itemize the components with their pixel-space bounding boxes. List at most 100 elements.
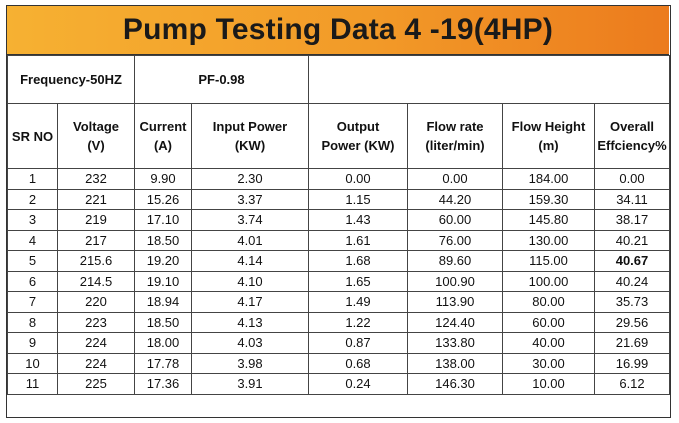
cell-flow-rate: 113.90 bbox=[407, 291, 503, 313]
cell-voltage: 219 bbox=[57, 209, 135, 231]
table-row: 9 224 18.00 4.03 0.87 133.80 40.00 21.69 bbox=[7, 332, 670, 354]
cell-current: 19.10 bbox=[134, 270, 192, 292]
cell-efficiency: 21.69 bbox=[594, 332, 670, 354]
cell-input-power: 4.01 bbox=[191, 229, 309, 251]
cell-efficiency: 35.73 bbox=[594, 291, 670, 313]
cell-voltage: 214.5 bbox=[57, 270, 135, 292]
cell-sr-no: 1 bbox=[7, 168, 58, 190]
cell-flow-height: 10.00 bbox=[502, 373, 595, 395]
table-row: 11 225 17.36 3.91 0.24 146.30 10.00 6.12 bbox=[7, 373, 670, 395]
cell-flow-rate: 146.30 bbox=[407, 373, 503, 395]
pump-data-table: Frequency-50HZ PF-0.98 SR NO Voltage (V) … bbox=[7, 55, 670, 395]
meta-empty-cell bbox=[308, 55, 670, 104]
header-sr-no: SR NO bbox=[7, 103, 58, 169]
cell-output-power: 1.49 bbox=[308, 291, 408, 313]
cell-flow-rate: 44.20 bbox=[407, 188, 503, 210]
cell-efficiency: 40.67 bbox=[594, 250, 670, 272]
cell-efficiency: 0.00 bbox=[594, 168, 670, 190]
table-row: 10 224 17.78 3.98 0.68 138.00 30.00 16.99 bbox=[7, 352, 670, 374]
page-title: Pump Testing Data 4 -19(4HP) bbox=[122, 13, 554, 46]
cell-flow-rate: 133.80 bbox=[407, 332, 503, 354]
cell-sr-no: 6 bbox=[7, 270, 58, 292]
cell-voltage: 221 bbox=[57, 188, 135, 210]
cell-flow-rate: 100.90 bbox=[407, 270, 503, 292]
cell-current: 17.78 bbox=[134, 352, 192, 374]
cell-sr-no: 7 bbox=[7, 291, 58, 313]
cell-flow-height: 184.00 bbox=[502, 168, 595, 190]
pf-label: PF-0.98 bbox=[134, 55, 309, 104]
cell-efficiency: 38.17 bbox=[594, 209, 670, 231]
cell-voltage: 232 bbox=[57, 168, 135, 190]
cell-input-power: 4.17 bbox=[191, 291, 309, 313]
header-output-power: Output Power (KW) bbox=[308, 103, 408, 169]
cell-sr-no: 8 bbox=[7, 311, 58, 333]
cell-output-power: 0.24 bbox=[308, 373, 408, 395]
cell-efficiency: 6.12 bbox=[594, 373, 670, 395]
table-row: 3 219 17.10 3.74 1.43 60.00 145.80 38.17 bbox=[7, 209, 670, 231]
cell-flow-height: 60.00 bbox=[502, 311, 595, 333]
table-body: 1 232 9.90 2.30 0.00 0.00 184.00 0.00 2 221 15.26 3… bbox=[7, 168, 670, 395]
table-row: 6 214.5 19.10 4.10 1.65 100.90 100.00 40.24 bbox=[7, 270, 670, 292]
cell-sr-no: 5 bbox=[7, 250, 58, 272]
table-row: 8 223 18.50 4.13 1.22 124.40 60.00 29.56 bbox=[7, 311, 670, 333]
header-flow-height: Flow Height (m) bbox=[502, 103, 595, 169]
cell-current: 18.00 bbox=[134, 332, 192, 354]
data-sheet: Pump Testing Data 4 -19(4HP) Frequency-5… bbox=[6, 5, 671, 418]
meta-row: Frequency-50HZ PF-0.98 bbox=[7, 55, 670, 104]
table-row: 5 215.6 19.20 4.14 1.68 89.60 115.00 40.67 bbox=[7, 250, 670, 272]
table-row: 7 220 18.94 4.17 1.49 113.90 80.00 35.73 bbox=[7, 291, 670, 313]
cell-current: 18.50 bbox=[134, 311, 192, 333]
cell-efficiency: 34.11 bbox=[594, 188, 670, 210]
cell-current: 19.20 bbox=[134, 250, 192, 272]
header-row: SR NO Voltage (V) Current (A) Input Power(… bbox=[7, 103, 670, 169]
header-voltage: Voltage (V) bbox=[57, 103, 135, 169]
cell-flow-rate: 89.60 bbox=[407, 250, 503, 272]
cell-flow-height: 80.00 bbox=[502, 291, 595, 313]
cell-output-power: 1.22 bbox=[308, 311, 408, 333]
cell-output-power: 0.87 bbox=[308, 332, 408, 354]
title-banner: Pump Testing Data 4 -19(4HP) bbox=[7, 6, 669, 55]
cell-input-power: 3.91 bbox=[191, 373, 309, 395]
cell-flow-rate: 138.00 bbox=[407, 352, 503, 374]
cell-flow-height: 40.00 bbox=[502, 332, 595, 354]
frequency-label: Frequency-50HZ bbox=[7, 55, 135, 104]
cell-output-power: 1.43 bbox=[308, 209, 408, 231]
cell-current: 9.90 bbox=[134, 168, 192, 190]
cell-flow-rate: 76.00 bbox=[407, 229, 503, 251]
cell-voltage: 224 bbox=[57, 332, 135, 354]
cell-output-power: 1.68 bbox=[308, 250, 408, 272]
cell-input-power: 3.37 bbox=[191, 188, 309, 210]
cell-flow-height: 145.80 bbox=[502, 209, 595, 231]
cell-input-power: 2.30 bbox=[191, 168, 309, 190]
cell-efficiency: 16.99 bbox=[594, 352, 670, 374]
header-flow-rate: Flow rate (liter/min) bbox=[407, 103, 503, 169]
cell-flow-height: 159.30 bbox=[502, 188, 595, 210]
cell-flow-height: 30.00 bbox=[502, 352, 595, 374]
header-efficiency: Overall Effciency% bbox=[594, 103, 670, 169]
cell-input-power: 3.98 bbox=[191, 352, 309, 374]
cell-input-power: 3.74 bbox=[191, 209, 309, 231]
cell-input-power: 4.14 bbox=[191, 250, 309, 272]
cell-voltage: 215.6 bbox=[57, 250, 135, 272]
cell-voltage: 225 bbox=[57, 373, 135, 395]
cell-voltage: 220 bbox=[57, 291, 135, 313]
cell-current: 18.50 bbox=[134, 229, 192, 251]
cell-efficiency: 40.21 bbox=[594, 229, 670, 251]
cell-sr-no: 9 bbox=[7, 332, 58, 354]
cell-sr-no: 2 bbox=[7, 188, 58, 210]
cell-voltage: 223 bbox=[57, 311, 135, 333]
table-row: 4 217 18.50 4.01 1.61 76.00 130.00 40.21 bbox=[7, 229, 670, 251]
cell-input-power: 4.03 bbox=[191, 332, 309, 354]
cell-current: 17.10 bbox=[134, 209, 192, 231]
cell-flow-height: 100.00 bbox=[502, 270, 595, 292]
cell-flow-rate: 0.00 bbox=[407, 168, 503, 190]
table-row: 2 221 15.26 3.37 1.15 44.20 159.30 34.11 bbox=[7, 188, 670, 210]
cell-efficiency: 40.24 bbox=[594, 270, 670, 292]
header-input-power: Input Power (KW) bbox=[191, 103, 309, 169]
cell-input-power: 4.10 bbox=[191, 270, 309, 292]
cell-efficiency: 29.56 bbox=[594, 311, 670, 333]
cell-flow-rate: 124.40 bbox=[407, 311, 503, 333]
cell-output-power: 1.61 bbox=[308, 229, 408, 251]
cell-input-power: 4.13 bbox=[191, 311, 309, 333]
cell-current: 15.26 bbox=[134, 188, 192, 210]
